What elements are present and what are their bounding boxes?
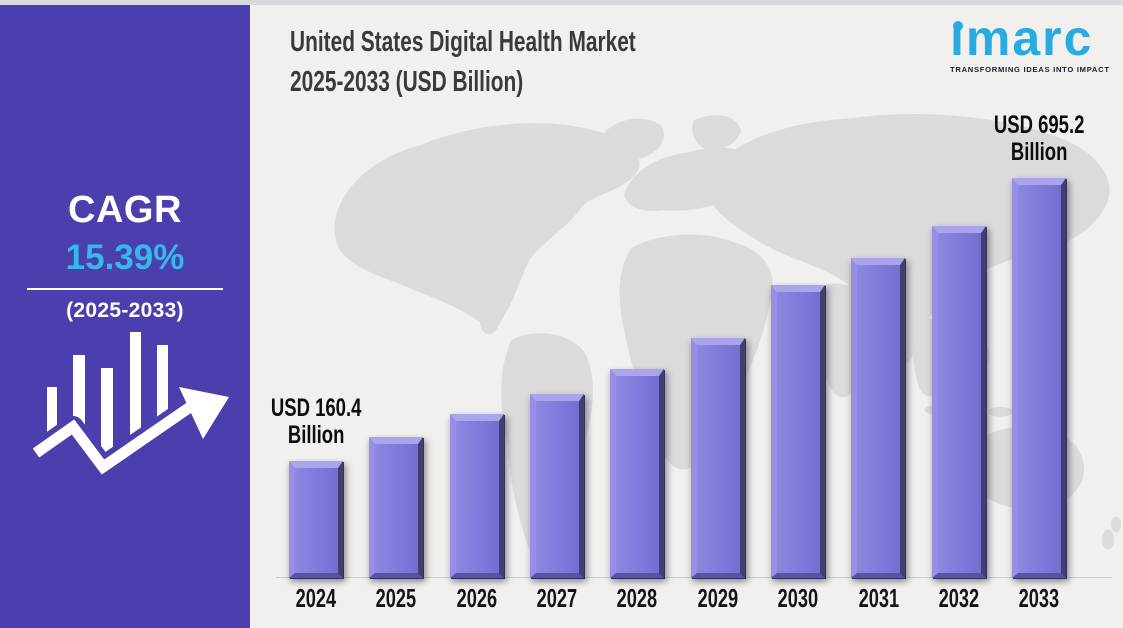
x-tick-2027: 2027	[536, 583, 578, 613]
x-tick-2025: 2025	[376, 583, 417, 613]
x-tick-2024: 2024	[295, 583, 337, 613]
x-tick-2033: 2033	[1018, 583, 1060, 613]
bar-2030	[771, 285, 826, 578]
bar-2025	[369, 437, 424, 578]
imarc-logo: ımarc TRANSFORMING IDEAS INTO IMPACT	[950, 12, 1115, 74]
bar-2029	[690, 338, 745, 578]
bar-2031	[851, 258, 906, 578]
bar-2033	[1012, 178, 1067, 578]
cagr-sidebar: CAGR 15.39% (2025-2033)	[0, 5, 250, 628]
x-tick-2031: 2031	[858, 583, 899, 613]
x-tick-2026: 2026	[456, 583, 497, 613]
page-title-line1: United States Digital Health Market	[290, 26, 636, 58]
x-tick-2030: 2030	[777, 583, 819, 613]
value-annotation-2024: USD 160.4 Billion	[270, 394, 362, 449]
imarc-wordmark-text: ımarc	[950, 10, 1094, 66]
bar-2024	[289, 461, 343, 578]
x-tick-2032: 2032	[938, 583, 980, 613]
top-border-strip	[0, 0, 1123, 5]
bar-2028	[610, 369, 665, 578]
imarc-i-dot-icon	[953, 21, 963, 31]
cagr-period: (2025-2033)	[66, 298, 184, 322]
x-tick-2028: 2028	[617, 583, 658, 613]
world-map	[334, 114, 1122, 556]
cagr-value: 15.39%	[65, 237, 185, 277]
imarc-wordmark: ımarc	[950, 12, 1093, 64]
page-title: United States Digital Health Market 2025…	[290, 22, 770, 102]
bar-2032	[931, 226, 986, 578]
cagr-divider	[27, 287, 223, 290]
growth-chart-icon	[33, 332, 233, 477]
cagr-block: CAGR 15.39% (2025-2033)	[0, 189, 250, 323]
imarc-tagline: TRANSFORMING IDEAS INTO IMPACT	[950, 65, 1110, 74]
value-annotation-2033: USD 695.2 Billion	[993, 111, 1085, 166]
cagr-label: CAGR	[68, 189, 182, 231]
bar-2027	[530, 394, 585, 578]
page-title-line2: 2025-2033 (USD Billion)	[290, 66, 524, 98]
bar-2026	[449, 414, 504, 578]
x-tick-2029: 2029	[697, 583, 738, 613]
